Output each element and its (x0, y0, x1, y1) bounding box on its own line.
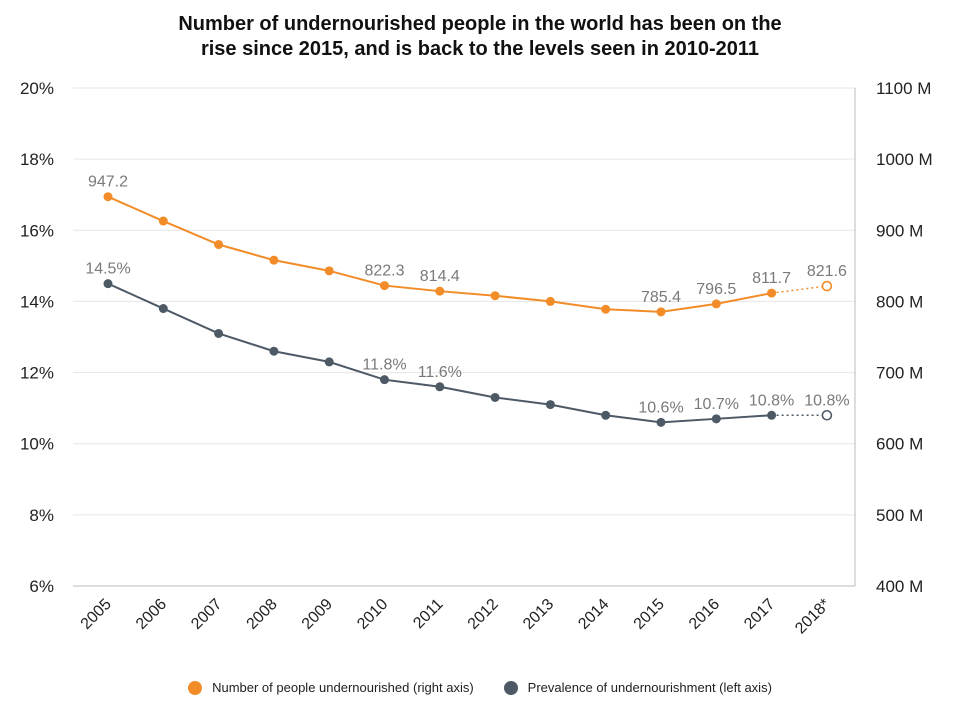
data-point (103, 192, 113, 202)
x-axis-tick-label: 2012 (465, 596, 502, 633)
left-axis-tick-label: 14% (20, 292, 54, 311)
right-axis-tick-label: 400 M (876, 577, 923, 596)
data-point (545, 400, 555, 410)
data-label: 11.8% (362, 357, 406, 374)
x-axis-tick-label: 2014 (575, 596, 612, 633)
data-point (545, 296, 555, 306)
legend-label-people: Number of people undernourished (right a… (212, 680, 474, 695)
right-axis-tick-label: 1100 M (876, 79, 931, 98)
x-axis-tick-label: 2013 (520, 596, 557, 633)
data-point (490, 291, 500, 301)
data-point (435, 382, 445, 392)
data-point (601, 304, 611, 314)
left-axis-tick-label: 6% (29, 577, 54, 596)
data-point (324, 266, 334, 276)
data-point (214, 240, 224, 250)
right-axis-tick-label: 1000 M (876, 150, 933, 169)
data-label: 10.8% (749, 392, 794, 409)
data-point (158, 304, 168, 314)
data-point (821, 409, 833, 421)
data-point (269, 255, 279, 265)
data-point (656, 307, 666, 317)
right-axis-tick-label: 700 M (876, 364, 923, 383)
legend: Number of people undernourished (right a… (0, 680, 960, 695)
data-label: 785.4 (641, 289, 681, 306)
data-point (767, 410, 777, 420)
data-label: 14.5% (85, 261, 130, 278)
chart-title: Number of undernourished people in the w… (80, 12, 880, 62)
data-point (435, 286, 445, 296)
legend-item-prevalence: Prevalence of undernourishment (left axi… (503, 680, 772, 695)
legend-item-people: Number of people undernourished (right a… (188, 680, 474, 695)
data-point (380, 281, 389, 291)
data-point (821, 280, 833, 292)
line-chart: 6% 8% 10% 12% 14% 16% 18% 20% 400 M 500 M 600 M 700… (20, 79, 933, 638)
x-axis-tick-label: 2015 (631, 596, 668, 633)
data-label: 821.6 (807, 263, 847, 280)
chart-title-line-2: rise since 2015, and is back to the leve… (200, 38, 760, 60)
data-point (711, 299, 721, 309)
x-axis-tick-label: 2017 (741, 596, 778, 633)
x-axis-tick-label: 2005 (78, 596, 115, 633)
left-axis-tick-label: 18% (20, 150, 54, 169)
x-axis-tick-label: 2018* (792, 596, 834, 638)
data-label: 947.2 (88, 174, 128, 191)
left-axis-tick-label: 16% (20, 221, 54, 240)
data-point (324, 357, 334, 367)
chart-title-line-1: Number of undernourished people in the w… (178, 13, 782, 35)
data-point (601, 410, 611, 420)
data-point (380, 375, 389, 385)
data-point (158, 216, 168, 226)
data-label: 10.6% (638, 399, 683, 416)
data-point (103, 279, 113, 289)
x-axis-tick-label: 2008 (244, 596, 281, 633)
x-axis-tick-label: 2007 (188, 596, 225, 633)
x-axis-tick-label: 2011 (410, 596, 446, 632)
x-axis-tick-label: 2010 (354, 596, 391, 633)
x-axis-tick-label: 2006 (133, 596, 170, 633)
data-point (269, 346, 279, 356)
data-label: 811.7 (752, 270, 791, 287)
data-point (711, 414, 721, 424)
data-label: 11.6% (418, 364, 462, 381)
data-point (214, 328, 224, 338)
left-axis-tick-label: 10% (20, 435, 54, 454)
right-axis-tick-label: 600 M (876, 435, 923, 454)
series-projection-line-0 (771, 285, 827, 294)
data-point (490, 392, 500, 402)
data-label: 10.8% (804, 392, 849, 409)
x-axis-tick-label: 2016 (686, 596, 723, 633)
data-label: 814.4 (420, 268, 460, 285)
legend-label-prevalence: Prevalence of undernourishment (left axi… (527, 680, 772, 695)
legend-swatch-people (188, 680, 203, 695)
left-axis-tick-label: 8% (29, 506, 54, 525)
left-axis-tick-label: 12% (20, 364, 54, 383)
data-label: 822.3 (364, 263, 404, 280)
right-axis-tick-label: 800 M (876, 292, 923, 311)
data-label: 796.5 (696, 281, 736, 298)
right-axis-tick-label: 900 M (876, 221, 923, 240)
left-axis-tick-label: 20% (20, 79, 54, 98)
x-axis-tick-label: 2009 (299, 596, 336, 633)
data-point (767, 288, 777, 298)
data-point (656, 417, 666, 427)
legend-swatch-prevalence (503, 680, 518, 695)
right-axis-tick-label: 500 M (876, 506, 923, 525)
data-label: 10.7% (694, 396, 739, 413)
